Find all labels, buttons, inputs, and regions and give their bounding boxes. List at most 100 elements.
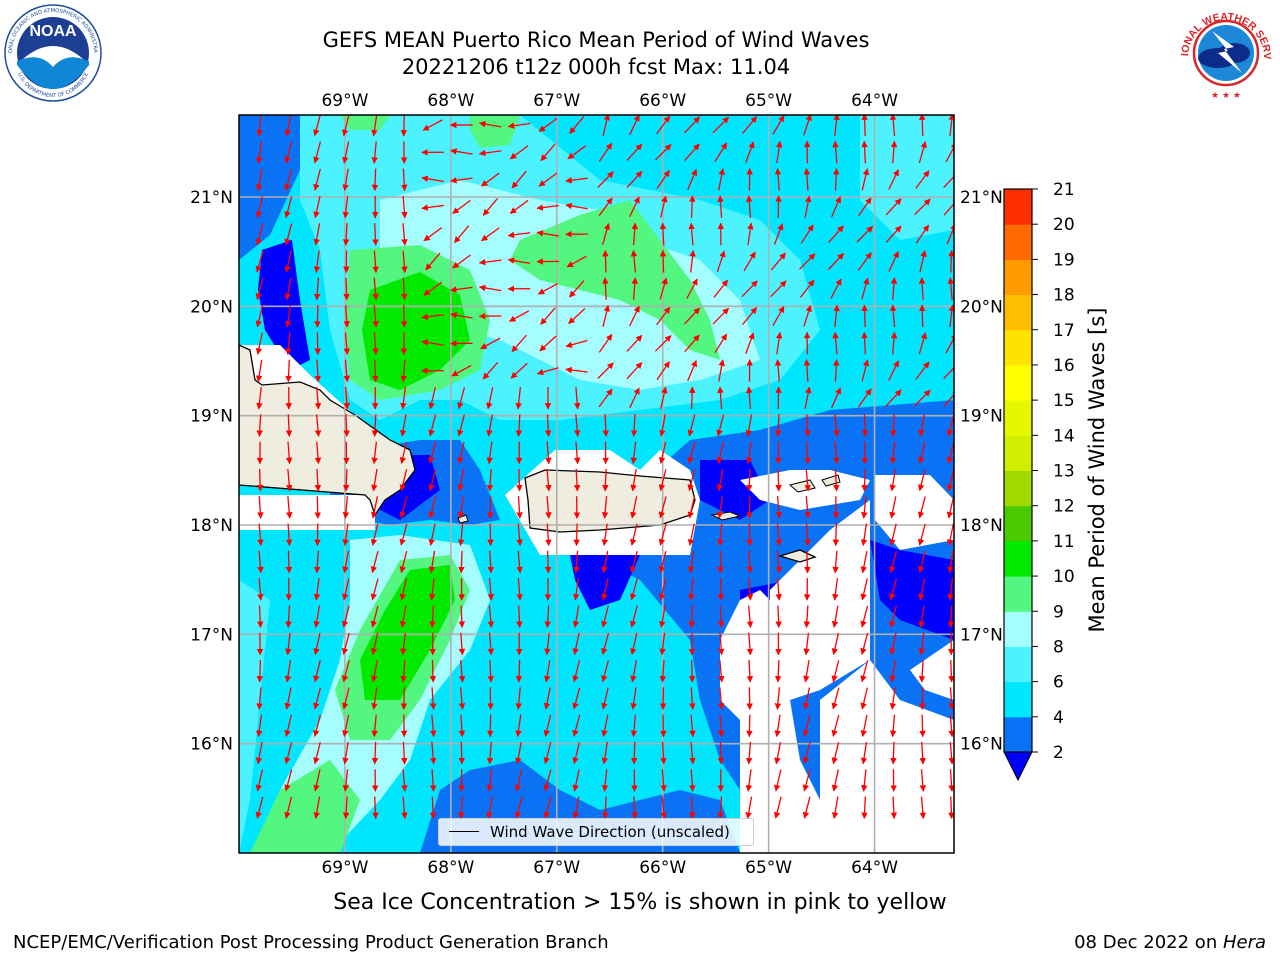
wave-direction-arrow	[626, 362, 643, 380]
wave-direction-arrow	[917, 496, 926, 519]
wave-direction-arrow	[775, 605, 782, 629]
wave-direction-arrow	[946, 523, 954, 546]
wave-direction-arrow	[889, 632, 897, 656]
wave-direction-arrow	[946, 414, 954, 437]
wave-direction-arrow	[284, 714, 293, 737]
wave-direction-arrow	[689, 769, 696, 792]
wave-direction-arrow	[457, 441, 465, 464]
wave-direction-arrow	[458, 714, 466, 738]
lat-label-right: 19°N	[960, 407, 1003, 427]
wave-direction-arrow	[919, 714, 926, 738]
wave-direction-arrow	[429, 605, 436, 629]
wave-direction-arrow	[745, 386, 753, 410]
colorbar-segment	[1004, 224, 1032, 260]
wave-direction-arrow	[803, 660, 810, 683]
wave-direction-arrow	[284, 196, 293, 219]
wave-direction-arrow	[745, 468, 753, 492]
colorbar-tick-label: 16	[1053, 356, 1075, 376]
colorbar-segment	[1004, 329, 1032, 366]
wave-direction-arrow	[256, 659, 264, 683]
wave-direction-arrow	[918, 441, 926, 464]
wave-direction-arrow	[745, 769, 753, 792]
wave-direction-arrow	[658, 496, 667, 519]
wave-direction-arrow	[342, 796, 350, 820]
wave-direction-arrow	[746, 659, 754, 683]
wave-direction-arrow	[508, 310, 530, 322]
wave-direction-arrow	[659, 222, 667, 246]
map-subtitle: 20221206 t12z 000h fcst Max: 11.04	[401, 55, 791, 79]
wave-direction-arrow	[918, 659, 926, 683]
wave-direction-arrow	[742, 116, 758, 134]
wave-direction-arrow	[401, 195, 408, 219]
wave-direction-arrow	[565, 339, 588, 348]
wave-direction-arrow	[342, 468, 350, 492]
wave-direction-arrow	[658, 441, 667, 464]
wave-direction-arrow	[602, 277, 609, 300]
wave-direction-arrow	[425, 252, 441, 271]
wave-direction-arrow	[255, 196, 264, 219]
wave-direction-arrow	[890, 140, 898, 164]
wave-direction-arrow	[572, 769, 580, 792]
wave-direction-arrow	[573, 441, 581, 465]
wave-direction-arrow	[945, 333, 954, 354]
wave-direction-arrow	[630, 249, 638, 273]
wave-direction-arrow	[630, 714, 638, 738]
no-data-hispaniola-south	[239, 495, 375, 530]
wave-direction-arrow	[948, 714, 954, 738]
wave-direction-arrow	[313, 687, 322, 710]
wave-direction-arrow	[451, 364, 472, 377]
wave-direction-arrow	[774, 659, 782, 683]
wave-direction-arrow	[507, 122, 531, 129]
wave-direction-arrow	[689, 741, 696, 765]
wave-direction-arrow	[860, 660, 869, 683]
colorbar-tick-label: 9	[1053, 602, 1064, 622]
wave-direction-arrow	[601, 605, 609, 628]
wave-direction-arrow	[313, 115, 321, 137]
wave-direction-arrow	[342, 496, 350, 519]
no-data-e	[910, 640, 954, 700]
wave-direction-arrow	[421, 313, 444, 320]
colorbar-segment	[1004, 435, 1032, 471]
wave-direction-arrow	[946, 441, 954, 464]
wave-direction-arrow	[343, 332, 351, 356]
wave-direction-arrow	[341, 632, 350, 655]
wave-direction-arrow	[257, 523, 264, 547]
wave-direction-arrow	[918, 550, 926, 574]
wave-direction-arrow	[775, 523, 783, 547]
wave-direction-arrow	[860, 741, 868, 765]
wave-direction-arrow	[285, 605, 292, 629]
colorbar-tick-label: 10	[1053, 567, 1075, 587]
wave-direction-arrow	[565, 202, 588, 210]
wave-direction-arrow	[918, 141, 927, 164]
wave-direction-arrow	[629, 196, 640, 218]
wave-direction-arrow	[774, 741, 782, 765]
lon-label-bottom: 69°W	[321, 858, 368, 878]
wave-direction-arrow	[598, 388, 613, 408]
wave-direction-arrow	[683, 116, 701, 134]
wave-direction-arrow	[486, 769, 493, 792]
wave-direction-arrow	[450, 286, 473, 293]
wave-direction-arrow	[487, 714, 494, 738]
lat-label-left: 19°N	[190, 407, 233, 427]
wave-direction-arrow	[833, 304, 840, 328]
wave-direction-arrow	[285, 332, 292, 355]
wave-direction-arrow	[342, 115, 350, 137]
wave-direction-arrow	[773, 796, 782, 819]
wave-direction-arrow	[656, 170, 670, 190]
wave-direction-arrow	[487, 550, 494, 574]
wave-direction-arrow	[342, 578, 350, 601]
wave-direction-arrow	[284, 305, 292, 328]
field-sw-edge	[239, 580, 270, 853]
wave-direction-arrow	[654, 335, 672, 352]
wave-direction-arrow	[569, 116, 585, 134]
wave-direction-arrow	[602, 796, 609, 820]
field-nw-under-2	[258, 240, 310, 370]
wave-direction-arrow	[774, 359, 782, 382]
wave-direction-arrow	[946, 496, 954, 519]
lon-label-bottom: 66°W	[639, 858, 686, 878]
wave-direction-arrow	[833, 441, 840, 465]
wave-direction-arrow	[774, 714, 781, 738]
wave-direction-arrow	[687, 523, 695, 546]
wave-direction-arrow	[889, 660, 897, 683]
footer-host: Hera	[1222, 932, 1266, 953]
